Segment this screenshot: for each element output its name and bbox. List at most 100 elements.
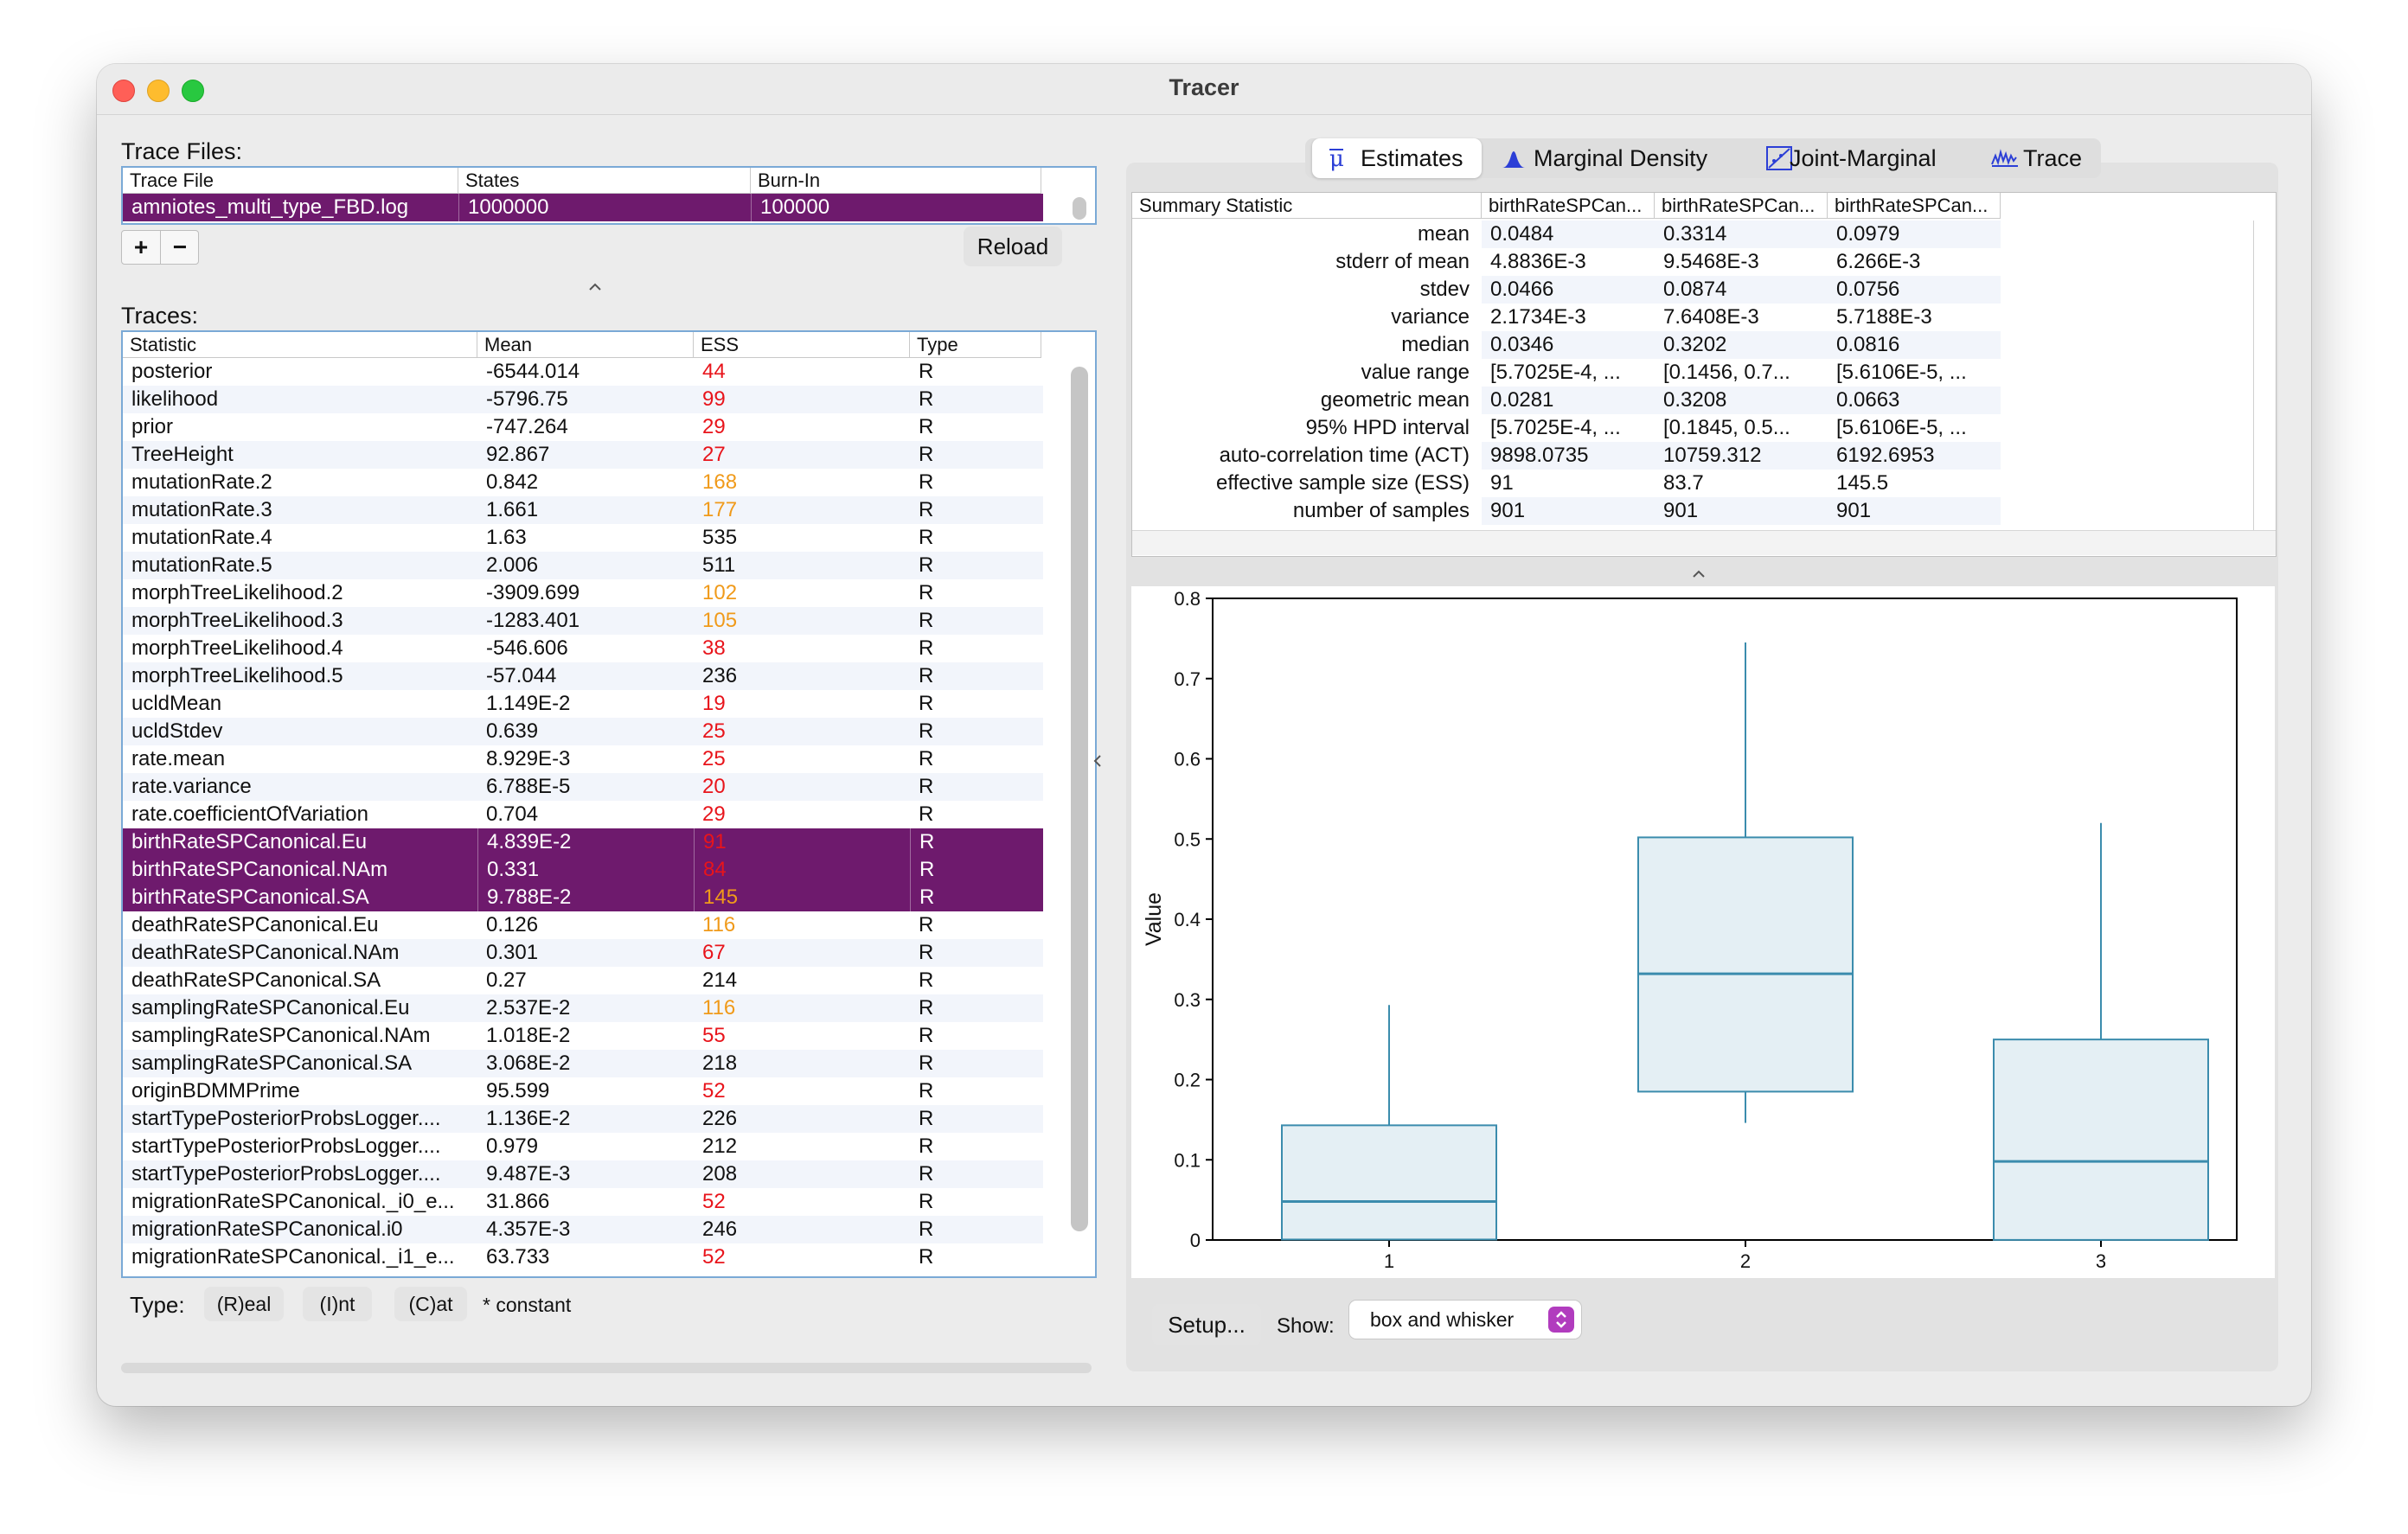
trace-stat-cell: morphTreeLikelihood.4 [131,636,343,660]
trace-ess-cell: 145 [694,884,910,911]
trace-row[interactable]: likelihood -5796.75 99 R [123,386,1043,413]
trace-stat-cell: deathRateSPCanonical.SA [131,968,381,992]
trace-file-row[interactable]: amniotes_multi_type_FBD.log 1000000 1000… [123,194,1043,221]
filter-cat-button[interactable]: (C)at [394,1287,467,1321]
filter-int-button[interactable]: (I)nt [303,1287,372,1321]
tab-marginal-density[interactable]: Marginal Density [1494,138,1745,178]
column-header-statistic[interactable]: Statistic [123,332,477,358]
trace-row[interactable]: morphTreeLikelihood.4 -546.606 38 R [123,635,1043,662]
setup-button[interactable]: Setup... [1152,1304,1261,1345]
trace-type-cell: R [910,856,1041,884]
summary-row: auto-correlation time (ACT) 9898.0735 1075… [1132,442,2265,470]
add-trace-file-button[interactable]: + [133,233,149,260]
trace-ess-cell: 535 [702,526,738,549]
trace-row[interactable]: birthRateSPCanonical.SA 9.788E-2 145 R [123,884,1043,911]
trace-mean-cell: 95.599 [486,1079,550,1103]
trace-ess-cell: 29 [702,415,726,438]
tab-estimates[interactable]: μ Estimates [1312,138,1482,178]
trace-files-scrollbar[interactable] [1073,197,1086,220]
trace-stat-cell: mutationRate.3 [131,498,272,521]
trace-type-cell: R [919,443,934,466]
column-header-mean[interactable]: Mean [477,332,694,358]
trace-mean-cell: 1.63 [486,526,527,549]
trace-row[interactable]: rate.variance 6.788E-5 20 R [123,773,1043,801]
box-1 [1281,1124,1497,1241]
trace-mean-cell: 2.537E-2 [486,996,571,1019]
trace-row[interactable]: originBDMMPrime 95.599 52 R [123,1077,1043,1105]
trace-row[interactable]: ucldMean 1.149E-2 19 R [123,690,1043,718]
show-plot-type-value: box and whisker [1370,1308,1515,1331]
column-header-burn-in[interactable]: Burn-In [751,168,1041,194]
summary-row: number of samples 901 901 901 [1132,497,2265,525]
split-pane-collapse-icon[interactable] [586,280,604,291]
trace-stat-cell: rate.mean [131,747,226,770]
trace-row[interactable]: migrationRateSPCanonical._i1_e... 63.733 5… [123,1243,1043,1271]
tab-trace[interactable]: Trace [1980,138,2097,178]
trace-row[interactable]: morphTreeLikelihood.5 -57.044 236 R [123,662,1043,690]
summary-header-col-1[interactable]: birthRateSPCan... [1482,193,1655,219]
trace-file-name: amniotes_multi_type_FBD.log [131,195,409,219]
trace-ess-cell: 102 [702,581,738,604]
trace-row[interactable]: migrationRateSPCanonical.i0 4.357E-3 246 R [123,1216,1043,1243]
column-header-trace-file[interactable]: Trace File [123,168,458,194]
zoom-window-button[interactable] [182,80,204,102]
trace-row[interactable]: startTypePosteriorProbsLogger.... 9.487E-… [123,1160,1043,1188]
trace-row[interactable]: startTypePosteriorProbsLogger.... 0.979 21… [123,1133,1043,1160]
trace-row[interactable]: deathRateSPCanonical.SA 0.27 214 R [123,967,1043,994]
summary-header-col-3[interactable]: birthRateSPCan... [1828,193,2001,219]
trace-row[interactable]: birthRateSPCanonical.Eu 4.839E-2 91 R [123,828,1043,856]
trace-row[interactable]: prior -747.264 29 R [123,413,1043,441]
trace-row[interactable]: mutationRate.2 0.842 168 R [123,469,1043,496]
trace-row[interactable]: mutationRate.4 1.63 535 R [123,524,1043,552]
trace-mean-cell: 2.006 [486,553,539,577]
tab-joint-marginal[interactable]: Joint-Marginal [1757,138,1973,178]
trace-row[interactable]: birthRateSPCanonical.NAm 0.331 84 R [123,856,1043,884]
trace-row[interactable]: posterior -6544.014 44 R [123,358,1043,386]
summary-value-cell: 0.3208 [1655,387,1828,414]
trace-ess-cell: 27 [702,443,726,466]
split-pane-divider-icon[interactable] [1092,752,1104,770]
trace-row[interactable]: migrationRateSPCanonical._i0_e... 31.866 5… [123,1188,1043,1216]
trace-row[interactable]: ucldStdev 0.639 25 R [123,718,1043,745]
trace-type-cell: R [919,581,934,604]
title-bar: Tracer [97,64,2311,115]
trace-stat-cell: ucldStdev [131,719,223,743]
trace-row[interactable]: deathRateSPCanonical.NAm 0.301 67 R [123,939,1043,967]
trace-ess-cell: 177 [702,498,738,521]
summary-stat-name: auto-correlation time (ACT) [1219,444,1470,467]
trace-row[interactable]: samplingRateSPCanonical.SA 3.068E-2 218 R [123,1050,1043,1077]
summary-header-col-2[interactable]: birthRateSPCan... [1655,193,1828,219]
minimize-window-button[interactable] [147,80,170,102]
trace-row[interactable]: mutationRate.5 2.006 511 R [123,552,1043,579]
trace-stat-cell: deathRateSPCanonical.NAm [131,941,400,964]
summary-value-cell: 901 [1482,497,1655,525]
trace-file-burnin[interactable]: 100000 [751,194,1043,221]
trace-row[interactable]: samplingRateSPCanonical.NAm 1.018E-2 55 R [123,1022,1043,1050]
left-panel-scrollbar[interactable] [121,1363,1092,1373]
column-header-type[interactable]: Type [910,332,1041,358]
column-header-ess[interactable]: ESS [694,332,910,358]
summary-header-statistic[interactable]: Summary Statistic [1132,193,1482,219]
trace-stat-cell: mutationRate.5 [131,553,272,577]
trace-row[interactable]: startTypePosteriorProbsLogger.... 1.136E-… [123,1105,1043,1133]
y-tick-label: 0.8 [1174,588,1201,610]
traces-scrollbar-thumb[interactable] [1071,367,1088,1231]
trace-type-cell: R [919,941,934,964]
show-plot-type-select[interactable]: box and whisker [1349,1301,1581,1339]
trace-row[interactable]: TreeHeight 92.867 27 R [123,441,1043,469]
close-window-button[interactable] [112,80,135,102]
trace-ess-cell: 19 [702,692,726,715]
trace-row[interactable]: mutationRate.3 1.661 177 R [123,496,1043,524]
trace-row[interactable]: morphTreeLikelihood.2 -3909.699 102 R [123,579,1043,607]
trace-row[interactable]: morphTreeLikelihood.3 -1283.401 105 R [123,607,1043,635]
column-header-states[interactable]: States [458,168,751,194]
remove-trace-file-button[interactable]: − [160,231,199,264]
trace-row[interactable]: rate.mean 8.929E-3 25 R [123,745,1043,773]
trace-row[interactable]: samplingRateSPCanonical.Eu 2.537E-2 116 R [123,994,1043,1022]
reload-button[interactable]: Reload [964,227,1062,266]
filter-real-button[interactable]: (R)eal [204,1287,284,1321]
summary-horizontal-scroll[interactable] [1132,530,2276,555]
trace-row[interactable]: deathRateSPCanonical.Eu 0.126 116 R [123,911,1043,939]
plot-split-collapse-icon[interactable] [1690,567,1707,578]
trace-row[interactable]: rate.coefficientOfVariation 0.704 29 R [123,801,1043,828]
